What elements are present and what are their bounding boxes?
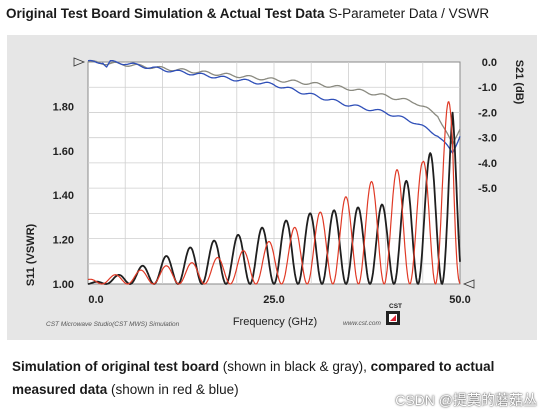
right-tick-label: -1.0 bbox=[478, 82, 497, 94]
figure-caption: Simulation of original test board (shown… bbox=[12, 355, 532, 401]
left-tick-label: 1.20 bbox=[53, 235, 74, 247]
right-tick-label: -2.0 bbox=[478, 107, 497, 119]
s11-measured-line bbox=[87, 101, 461, 285]
right-axis-label: S21 (dB) bbox=[513, 60, 525, 105]
right-tick-label: 0.0 bbox=[482, 57, 497, 69]
footer-credit: CST Microwave Studio(CST MWS) Simulation bbox=[46, 321, 180, 328]
x-tick-label: 25.0 bbox=[263, 294, 284, 306]
caption-part-4: (shown in red & blue) bbox=[107, 382, 239, 397]
chart-extras bbox=[73, 57, 475, 325]
right-tick-label: -3.0 bbox=[478, 133, 497, 145]
left-tick-label: 1.40 bbox=[53, 190, 74, 202]
caption-part-2: (shown in black & gray), bbox=[219, 359, 371, 374]
cst-logo-text: CST bbox=[389, 303, 402, 310]
chart-ticks: 1.80 1.60 1.40 1.20 1.00 0.0 -1.0 -2.0 -3.0 -4.0 -… bbox=[25, 57, 525, 306]
left-axis-label: S11 (VSWR) bbox=[25, 223, 37, 286]
chart-series bbox=[87, 59, 461, 285]
left-tick-label: 1.00 bbox=[53, 279, 74, 291]
left-tick-label: 1.60 bbox=[53, 146, 74, 158]
x-axis-label: Frequency (GHz) bbox=[233, 316, 317, 328]
s11-simulated-line bbox=[87, 111, 461, 285]
left-tick-label: 1.80 bbox=[53, 101, 74, 113]
watermark: CSDN @提莫的蘑菇丛 bbox=[395, 392, 537, 408]
right-tick-label: -4.0 bbox=[478, 158, 497, 170]
caption-part-3: compared to actual measured data bbox=[12, 359, 495, 397]
footer-url: www.cst.com bbox=[343, 320, 382, 327]
right-marker-icon bbox=[462, 279, 475, 289]
chart-title: Original Test Board Simulation & Actual … bbox=[6, 6, 489, 21]
chart-title-bold: Original Test Board Simulation & Actual … bbox=[6, 6, 325, 21]
chart-grid bbox=[87, 61, 461, 285]
right-tick-label: -5.0 bbox=[478, 183, 497, 195]
s21-measured-line bbox=[87, 59, 461, 154]
x-tick-label: 50.0 bbox=[449, 294, 470, 306]
chart-subtitle: S-Parameter Data / VSWR bbox=[328, 6, 490, 21]
x-tick-label: 0.0 bbox=[88, 294, 103, 306]
caption-part-1: Simulation of original test board bbox=[12, 359, 220, 374]
cst-logo-accent bbox=[390, 315, 396, 321]
left-marker-icon bbox=[73, 57, 86, 67]
